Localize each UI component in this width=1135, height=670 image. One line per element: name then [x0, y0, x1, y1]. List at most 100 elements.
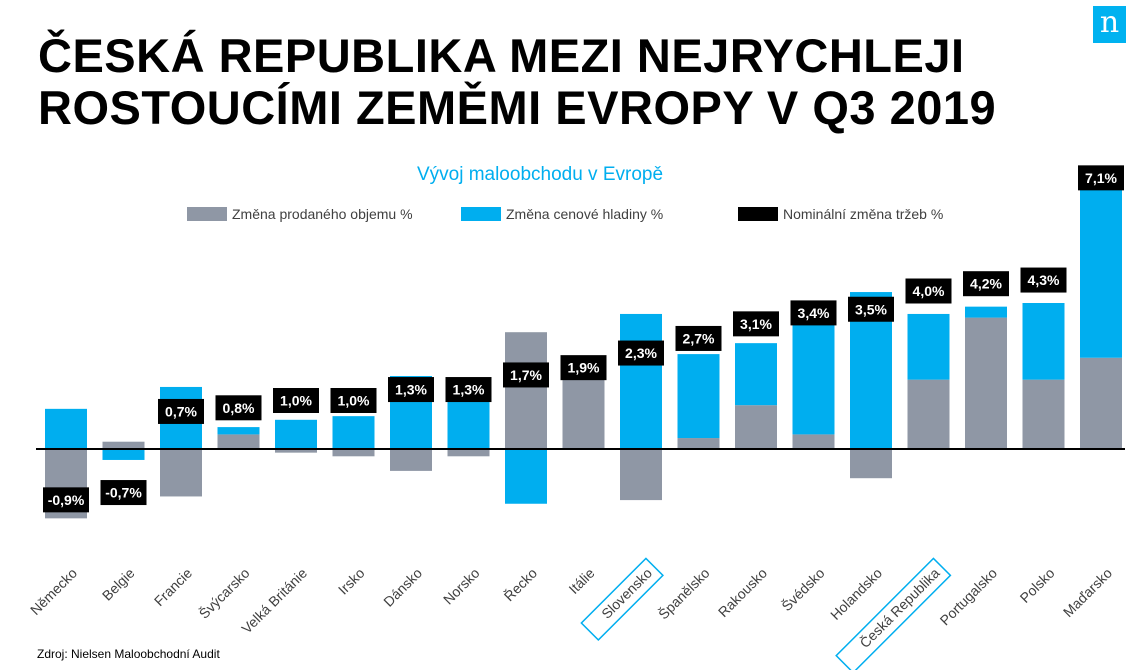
total-label-4: 1,0% [273, 388, 319, 413]
source-note: Zdroj: Nielsen Maloobchodní Audit [37, 647, 220, 661]
volume-bar-12 [735, 405, 777, 449]
total-label-text-9: 1,9% [568, 360, 600, 376]
total-label-box-12 [733, 311, 779, 337]
category-label-1: Belgie [99, 565, 138, 604]
title-line-2: ROSTOUCÍMI ZEMĚMI EVROPY V Q3 2019 [38, 81, 997, 134]
total-label-0: -0,9% [43, 487, 89, 513]
volume-bar-10 [620, 449, 662, 501]
total-label-14: 3,5% [848, 296, 894, 322]
price-bar-4 [275, 419, 317, 449]
total-label-8: 1,7% [503, 362, 549, 388]
legend-label-2: Nominální změna tržeb % [783, 206, 943, 222]
legend-swatch-1 [461, 207, 501, 221]
total-label-5: 1,0% [330, 388, 377, 413]
total-label-box-7 [445, 377, 492, 403]
price-bar-17 [1022, 303, 1065, 380]
total-label-box-0 [43, 487, 89, 513]
category-label-14: Holandsko [827, 565, 885, 623]
total-label-box-11 [675, 325, 722, 351]
category-label-12: Rakousko [715, 565, 770, 620]
category-label-6: Dánsko [380, 565, 425, 610]
total-label-10: 2,3% [618, 340, 664, 366]
price-bar-16 [965, 306, 1007, 318]
total-label-box-1 [100, 480, 147, 506]
total-label-text-14: 3,5% [855, 301, 887, 317]
total-label-box-10 [618, 340, 664, 366]
volume-bar-1 [102, 441, 145, 449]
nielsen-logo: n [1093, 6, 1126, 43]
price-bar-0 [45, 408, 87, 449]
category-label-8: Řecko [501, 565, 541, 605]
volume-bar-15 [907, 379, 950, 449]
total-label-box-3 [215, 395, 262, 421]
volume-bar-9 [562, 379, 605, 449]
legend-label-1: Změna cenové hladiny % [506, 206, 663, 222]
legend-swatch-0 [187, 207, 227, 221]
legend-label-0: Změna prodaného objemu % [232, 206, 413, 222]
price-bar-10 [620, 313, 662, 449]
total-label-text-1: -0,7% [105, 485, 142, 501]
volume-bar-18 [1080, 357, 1122, 449]
total-label-text-2: 0,7% [165, 403, 197, 419]
total-label-text-11: 2,7% [683, 330, 715, 346]
category-label-0: Německo [27, 565, 80, 618]
total-label-box-6 [388, 377, 434, 403]
price-bar-1 [102, 449, 145, 460]
price-bar-7 [447, 401, 490, 449]
total-label-box-8 [503, 362, 549, 388]
total-label-text-18: 7,1% [1085, 170, 1117, 186]
total-label-1: -0,7% [100, 480, 147, 506]
title-line-1: ČESKÁ REPUBLIKA MEZI NEJRYCHLEJI [38, 29, 965, 82]
total-label-text-10: 2,3% [625, 345, 657, 361]
total-label-text-8: 1,7% [510, 367, 542, 383]
volume-bar-3 [217, 434, 260, 449]
category-label-13: Švédsko [778, 565, 827, 614]
category-label-18: Maďarsko [1060, 565, 1116, 621]
total-label-text-17: 4,3% [1028, 272, 1060, 288]
volume-bar-11 [677, 438, 720, 449]
total-label-text-5: 1,0% [338, 393, 370, 409]
price-bar-13 [792, 324, 835, 435]
total-label-box-5 [330, 388, 377, 413]
total-label-box-2 [158, 398, 204, 424]
category-label-11: Španělsko [655, 565, 713, 623]
total-label-6: 1,3% [388, 377, 434, 403]
category-label-2: Francie [151, 565, 195, 609]
category-label-7: Norsko [440, 565, 483, 608]
category-label-10: Slovensko [598, 565, 655, 622]
price-bar-8 [505, 449, 547, 504]
chart-subtitle: Vývoj maloobchodu v Evropě [417, 164, 663, 185]
total-label-box-15 [905, 278, 952, 304]
total-label-box-17 [1020, 267, 1067, 293]
volume-bar-2 [160, 449, 202, 497]
category-label-5: Irsko [335, 565, 368, 598]
total-label-box-14 [848, 296, 894, 322]
legend-swatch-2 [738, 207, 778, 221]
price-bar-18 [1080, 186, 1122, 358]
total-label-text-3: 0,8% [223, 400, 255, 416]
total-label-text-16: 4,2% [970, 276, 1002, 292]
price-bar-5 [332, 416, 375, 449]
volume-bar-5 [332, 449, 375, 457]
total-label-15: 4,0% [905, 278, 952, 304]
volume-bar-17 [1022, 379, 1065, 449]
volume-bar-7 [447, 449, 490, 457]
total-label-17: 4,3% [1020, 267, 1067, 293]
total-label-text-4: 1,0% [280, 393, 312, 409]
category-label-16: Portugalsko [937, 565, 1001, 629]
category-label-9: Itálie [565, 565, 597, 597]
total-label-text-13: 3,4% [798, 305, 830, 321]
page-title: ČESKÁ REPUBLIKA MEZI NEJRYCHLEJI ROSTOUC… [38, 30, 996, 134]
total-label-text-6: 1,3% [395, 382, 427, 398]
volume-bar-6 [390, 449, 432, 471]
price-bar-15 [907, 313, 950, 380]
total-label-text-12: 3,1% [740, 316, 772, 332]
price-bar-3 [217, 427, 260, 435]
highlight-frame-10 [580, 557, 664, 642]
total-label-box-13 [790, 300, 837, 326]
volume-bar-4 [275, 449, 317, 453]
total-label-13: 3,4% [790, 300, 837, 326]
category-label-3: Švýcarsko [196, 565, 253, 622]
total-label-text-15: 4,0% [913, 283, 945, 299]
total-label-text-0: -0,9% [48, 492, 85, 508]
